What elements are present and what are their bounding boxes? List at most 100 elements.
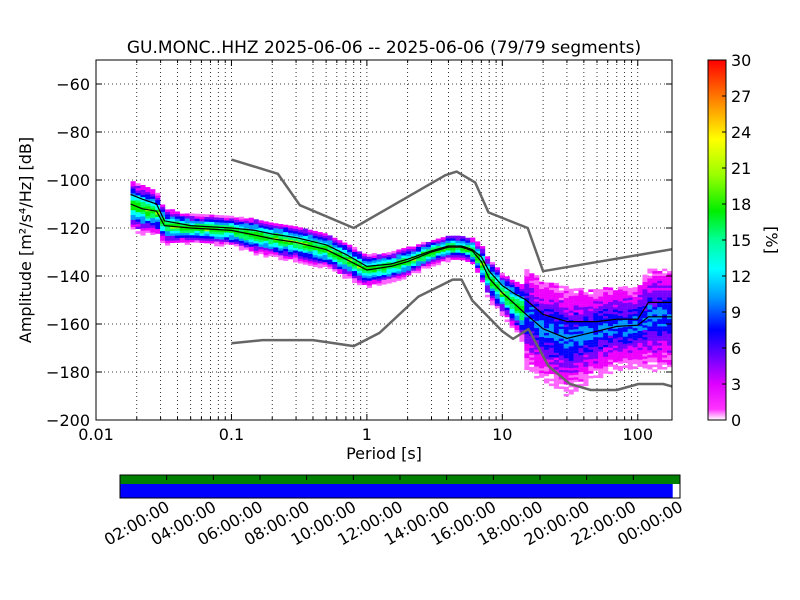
heat-cell: [145, 203, 151, 207]
heat-cell: [563, 338, 569, 342]
heat-cell: [489, 278, 496, 282]
heat-cell: [135, 226, 141, 230]
heat-cell: [558, 304, 564, 308]
heat-cell: [652, 285, 658, 288]
heat-cell: [578, 302, 584, 305]
heat-cell: [499, 279, 505, 283]
heat-cell: [524, 321, 530, 325]
heat-cell: [657, 335, 663, 339]
heat-cell: [391, 258, 397, 261]
heat-cell: [214, 238, 220, 242]
heat-cell: [297, 234, 304, 238]
heat-cell: [347, 261, 353, 265]
heat-cell: [140, 204, 146, 207]
heat-cell: [598, 322, 604, 326]
heat-cell: [494, 274, 500, 278]
heat-cell: [632, 308, 638, 312]
heat-cell: [529, 302, 535, 305]
heat-cell: [430, 259, 436, 262]
heat-cell: [386, 261, 392, 265]
heat-cell: [514, 310, 520, 314]
heat-cell: [578, 376, 584, 380]
heat-cell: [416, 268, 422, 271]
heat-cell: [642, 310, 648, 314]
heat-cell: [642, 353, 648, 357]
heat-cell: [327, 264, 333, 267]
heat-cell: [558, 379, 564, 382]
heat-cell: [553, 285, 559, 288]
heat-cell: [238, 228, 244, 232]
heat-cell: [657, 362, 663, 365]
heat-cell: [204, 219, 210, 222]
heat-cell: [534, 275, 540, 278]
heat-cell: [529, 290, 535, 293]
heat-cell: [224, 241, 230, 245]
heat-cell: [548, 321, 555, 324]
heat-cell: [406, 260, 412, 264]
heat-cell: [145, 201, 151, 205]
heat-cell: [420, 263, 427, 267]
heat-cell: [563, 285, 569, 289]
heat-cell: [519, 339, 525, 342]
heat-cell: [480, 277, 486, 280]
heat-cell: [667, 309, 672, 312]
heat-cell: [652, 335, 658, 339]
heat-cell: [278, 245, 284, 249]
heat-cell: [248, 232, 254, 235]
heat-cell: [194, 223, 200, 226]
heat-cell: [337, 268, 343, 272]
heat-cell: [603, 315, 609, 319]
heat-cell: [322, 238, 328, 241]
heat-cell: [662, 297, 668, 300]
heat-cell: [460, 257, 466, 261]
heat-cell: [253, 238, 259, 242]
heat-cell: [519, 327, 525, 330]
heat-cell: [583, 354, 589, 358]
heat-cell: [312, 257, 318, 260]
heat-cell: [243, 247, 249, 250]
heat-cell: [568, 334, 574, 337]
heat-cell: [135, 183, 141, 186]
heat-cell: [583, 311, 589, 315]
heat-cell: [509, 301, 515, 305]
heat-cell: [598, 349, 604, 352]
heat-cell: [558, 381, 564, 385]
heat-cell: [622, 319, 628, 323]
heat-cell: [608, 294, 614, 298]
heat-cell: [465, 242, 471, 246]
heat-cell: [583, 323, 589, 327]
heat-cell: [642, 322, 648, 326]
heat-cell: [534, 303, 540, 307]
heat-cell: [637, 333, 643, 336]
heat-cell: [627, 304, 633, 308]
heat-cell: [598, 296, 604, 299]
heat-cell: [155, 226, 161, 230]
heat-cell: [657, 326, 663, 329]
heat-cell: [209, 236, 215, 239]
heat-cell: [130, 207, 136, 211]
heat-cell: [145, 230, 151, 233]
heat-cell: [534, 371, 540, 374]
heat-cell: [238, 243, 244, 246]
heat-cell: [544, 289, 550, 293]
heat-cell: [416, 270, 422, 274]
heat-cell: [302, 235, 308, 239]
heat-cell: [307, 246, 313, 250]
heat-cell: [489, 300, 496, 303]
heat-cell: [632, 306, 638, 309]
heat-cell: [637, 292, 643, 295]
heat-cell: [647, 338, 653, 341]
heat-cell: [361, 282, 368, 285]
heat-cell: [588, 356, 594, 360]
heat-cell: [627, 352, 633, 356]
heat-cell: [603, 323, 609, 326]
heat-cell: [637, 359, 643, 363]
heat-cell: [135, 212, 141, 215]
heat-cell: [509, 299, 515, 302]
heat-cell: [189, 213, 195, 217]
y-tick-label: −80: [56, 123, 90, 142]
heat-cell: [347, 268, 353, 272]
heat-cell: [204, 214, 210, 217]
heat-cell: [406, 263, 412, 266]
heat-cell: [411, 258, 417, 262]
